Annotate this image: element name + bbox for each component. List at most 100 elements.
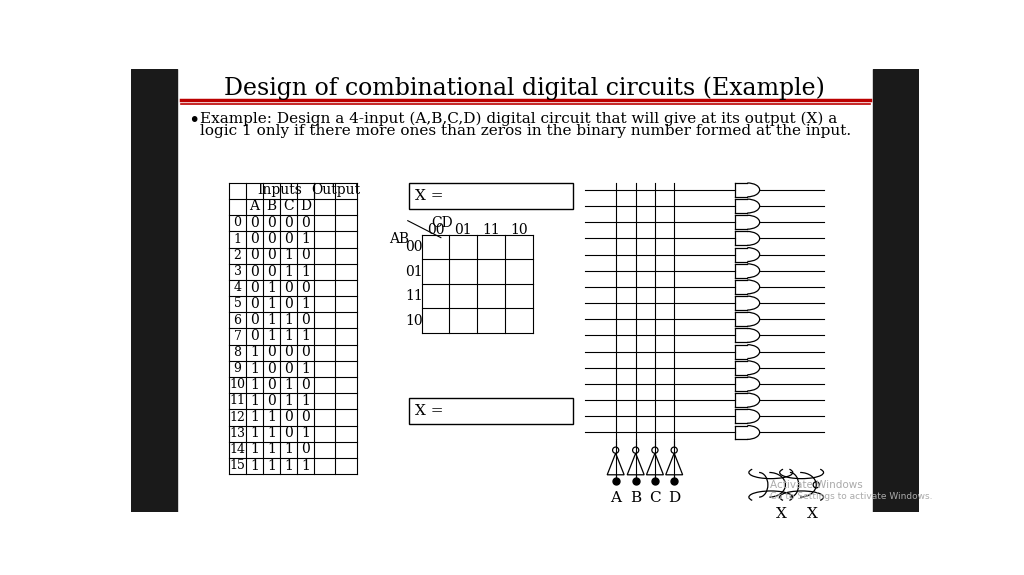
Text: 1: 1 xyxy=(250,410,259,424)
Text: 0: 0 xyxy=(267,264,275,278)
Text: 0: 0 xyxy=(233,217,242,229)
Text: 1: 1 xyxy=(284,264,293,278)
Text: 1: 1 xyxy=(267,442,275,457)
Text: 6: 6 xyxy=(233,313,242,327)
Text: 1: 1 xyxy=(267,426,275,440)
Text: 10: 10 xyxy=(406,314,423,328)
Text: 5: 5 xyxy=(233,297,242,311)
Text: Output: Output xyxy=(311,183,360,197)
Bar xyxy=(410,398,572,424)
Text: AB: AB xyxy=(389,232,410,246)
Text: C: C xyxy=(649,491,660,505)
Text: 1: 1 xyxy=(284,458,293,473)
Text: 1: 1 xyxy=(250,458,259,473)
Text: 0: 0 xyxy=(250,248,259,262)
Text: 11: 11 xyxy=(482,223,500,237)
Text: 0: 0 xyxy=(284,426,293,440)
Text: X =: X = xyxy=(416,404,444,418)
Text: 1: 1 xyxy=(267,281,275,294)
Text: X =: X = xyxy=(416,189,444,203)
Text: D: D xyxy=(668,491,680,505)
Text: 0: 0 xyxy=(267,394,275,408)
Text: 1: 1 xyxy=(250,442,259,457)
Text: 11: 11 xyxy=(406,289,423,303)
Text: 1: 1 xyxy=(250,346,259,359)
Text: 1: 1 xyxy=(301,232,310,246)
Text: 1: 1 xyxy=(267,410,275,424)
Text: 1: 1 xyxy=(267,313,275,327)
Text: 2: 2 xyxy=(233,249,242,262)
Text: Go to Settings to activate Windows.: Go to Settings to activate Windows. xyxy=(770,492,932,501)
Text: 13: 13 xyxy=(229,427,246,440)
Text: 0: 0 xyxy=(267,216,275,230)
Text: 1: 1 xyxy=(301,362,310,375)
Text: Activate Windows: Activate Windows xyxy=(770,480,862,490)
Text: 0: 0 xyxy=(301,281,309,294)
Text: 10: 10 xyxy=(229,378,246,391)
Text: 1: 1 xyxy=(301,426,310,440)
Text: 0: 0 xyxy=(250,313,259,327)
Text: 1: 1 xyxy=(284,313,293,327)
Text: Example: Design a 4-input (A,B,C,D) digital circuit that will give at its output: Example: Design a 4-input (A,B,C,D) digi… xyxy=(200,112,837,126)
Text: 01: 01 xyxy=(406,264,423,278)
Text: 11: 11 xyxy=(229,394,246,407)
Text: 1: 1 xyxy=(250,362,259,375)
Text: 4: 4 xyxy=(233,281,242,294)
Text: 1: 1 xyxy=(301,329,310,343)
Text: 0: 0 xyxy=(301,313,309,327)
Text: 1: 1 xyxy=(301,394,310,408)
Text: 0: 0 xyxy=(301,442,309,457)
Text: 1: 1 xyxy=(250,426,259,440)
Text: 1: 1 xyxy=(267,458,275,473)
Text: D: D xyxy=(300,199,311,213)
Text: 0: 0 xyxy=(301,378,309,392)
Text: 15: 15 xyxy=(229,459,246,472)
Text: 1: 1 xyxy=(267,297,275,311)
Text: A: A xyxy=(250,199,259,213)
Text: 0: 0 xyxy=(284,232,293,246)
Text: Design of combinational digital circuits (Example): Design of combinational digital circuits… xyxy=(224,76,825,100)
Text: 00: 00 xyxy=(427,223,444,237)
Text: 0: 0 xyxy=(301,248,309,262)
Text: 14: 14 xyxy=(229,443,246,456)
Text: 0: 0 xyxy=(301,216,309,230)
Text: 0: 0 xyxy=(250,232,259,246)
Text: 0: 0 xyxy=(284,297,293,311)
Text: 0: 0 xyxy=(267,346,275,359)
Text: 1: 1 xyxy=(267,329,275,343)
Text: 0: 0 xyxy=(250,216,259,230)
Text: 1: 1 xyxy=(301,297,310,311)
Text: 0: 0 xyxy=(250,297,259,311)
Text: 0: 0 xyxy=(250,329,259,343)
Text: 1: 1 xyxy=(250,394,259,408)
Bar xyxy=(131,69,177,512)
Text: 00: 00 xyxy=(406,240,423,254)
Text: •: • xyxy=(188,112,200,131)
Text: X: X xyxy=(775,507,786,521)
Text: 1: 1 xyxy=(284,248,293,262)
Text: 0: 0 xyxy=(284,410,293,424)
Text: 0: 0 xyxy=(301,346,309,359)
Text: 7: 7 xyxy=(233,329,242,343)
Text: logic 1 only if there more ones than zeros in the binary number formed at the in: logic 1 only if there more ones than zer… xyxy=(200,124,851,139)
Bar xyxy=(872,69,920,512)
Text: B: B xyxy=(630,491,641,505)
Text: C: C xyxy=(283,199,294,213)
Text: 8: 8 xyxy=(233,346,242,359)
Text: 1: 1 xyxy=(233,233,242,246)
Text: A: A xyxy=(610,491,622,505)
Text: 10: 10 xyxy=(510,223,527,237)
Text: 0: 0 xyxy=(284,281,293,294)
Text: 3: 3 xyxy=(233,265,242,278)
Text: 0: 0 xyxy=(267,378,275,392)
Text: 1: 1 xyxy=(250,378,259,392)
Text: Inputs: Inputs xyxy=(257,183,302,197)
Text: 0: 0 xyxy=(284,346,293,359)
Text: 1: 1 xyxy=(284,329,293,343)
Text: 0: 0 xyxy=(301,410,309,424)
Text: 0: 0 xyxy=(284,362,293,375)
Bar xyxy=(410,183,572,209)
Text: 1: 1 xyxy=(284,394,293,408)
Text: 01: 01 xyxy=(455,223,472,237)
Text: 9: 9 xyxy=(233,362,242,375)
